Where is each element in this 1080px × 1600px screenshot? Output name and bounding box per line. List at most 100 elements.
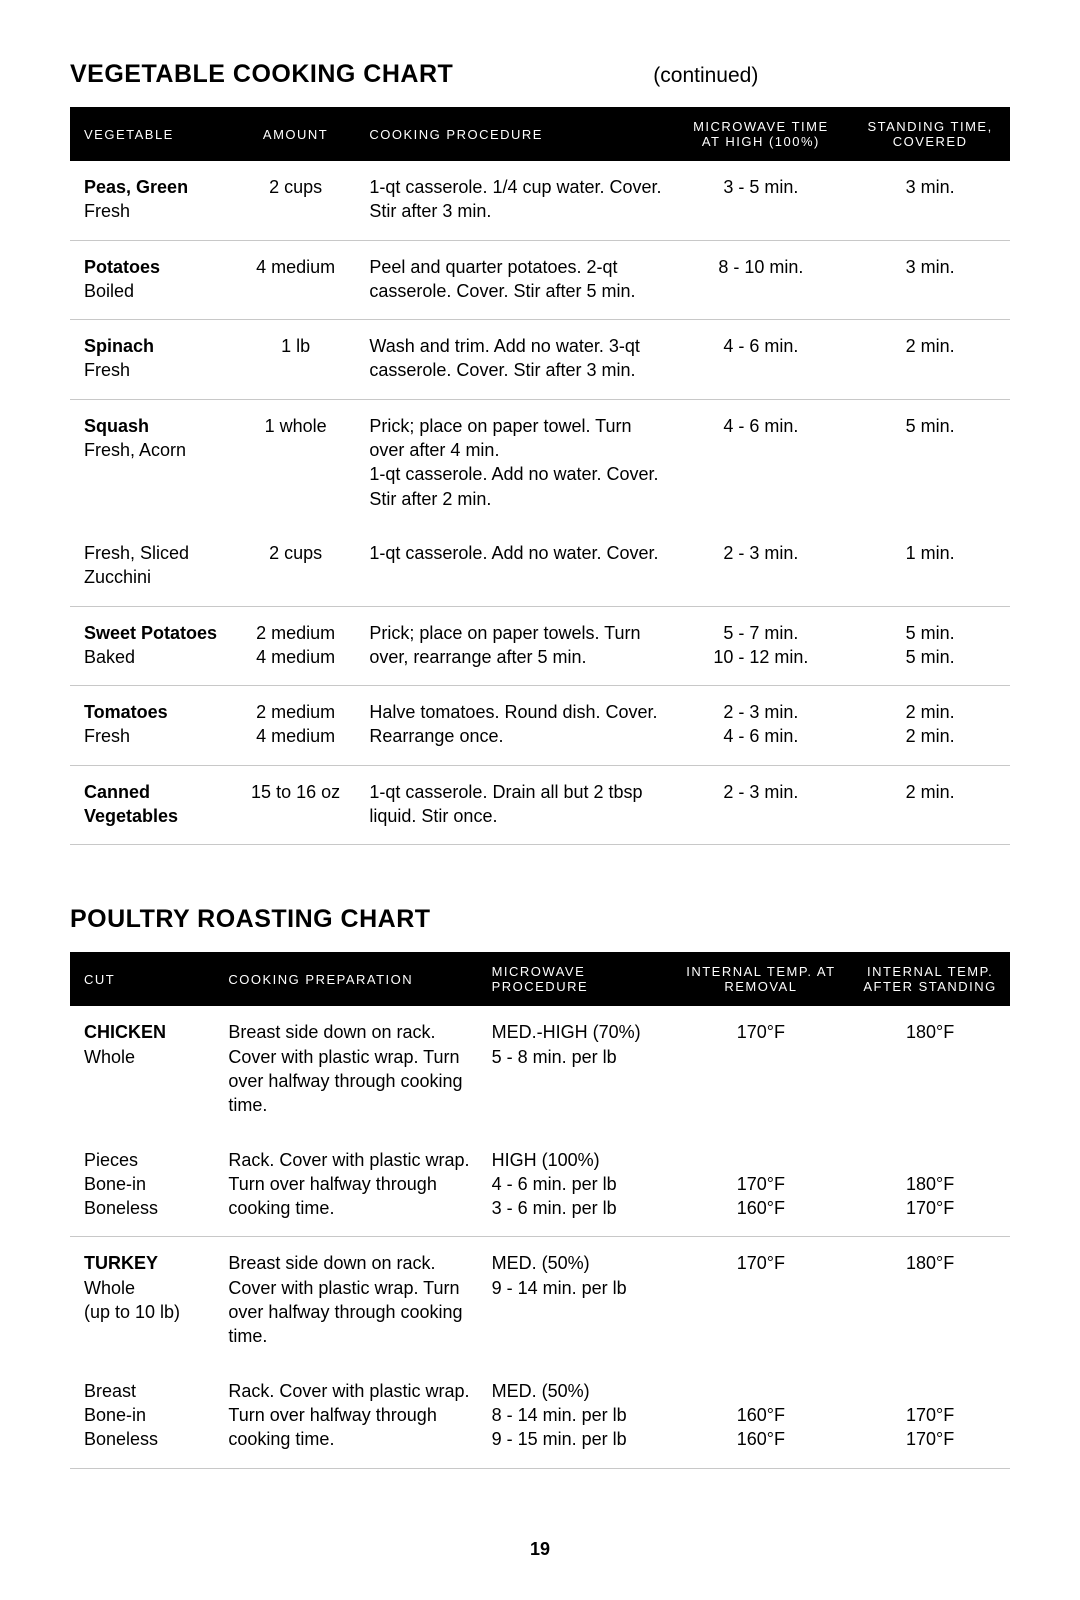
veg-cell-vegetable: Sweet PotatoesBaked	[70, 606, 230, 686]
poul-cell-cut: CHICKENWhole	[70, 1006, 220, 1133]
poul-row-sub: Whole(up to 10 lb)	[84, 1276, 212, 1325]
poul-cell-prep: Rack. Cover with plastic wrap. Turn over…	[220, 1134, 483, 1237]
poul-cell-prep: Rack. Cover with plastic wrap. Turn over…	[220, 1365, 483, 1468]
table-row: PiecesBone-inBonelessRack. Cover with pl…	[70, 1134, 1010, 1237]
veg-cell-amount: 1 whole	[230, 399, 362, 527]
veg-cell-time: 3 - 5 min.	[672, 161, 851, 240]
table-row: PotatoesBoiled4 mediumPeel and quarter p…	[70, 240, 1010, 320]
veg-row-sub: Fresh, Sliced Zucchini	[84, 541, 222, 590]
veg-cell-procedure: Prick; place on paper towels. Turn over,…	[361, 606, 671, 686]
table-row: CHICKENWholeBreast side down on rack. Co…	[70, 1006, 1010, 1133]
veg-col-procedure: COOKING PROCEDURE	[361, 107, 671, 161]
veg-cell-amount: 4 medium	[230, 240, 362, 320]
veg-cell-vegetable: Fresh, Sliced Zucchini	[70, 527, 230, 606]
veg-row-header: Peas, Green	[84, 175, 222, 199]
veg-cell-procedure: 1-qt casserole. Add no water. Cover.	[361, 527, 671, 606]
table-row: Sweet PotatoesBaked2 medium4 mediumPrick…	[70, 606, 1010, 686]
poul-cell-proc: MED. (50%)9 - 14 min. per lb	[484, 1237, 672, 1365]
poul-cell-proc: MED.-HIGH (70%)5 - 8 min. per lb	[484, 1006, 672, 1133]
veg-col-time: MICROWAVE TIMEAT HIGH (100%)	[672, 107, 851, 161]
poultry-chart-body: CHICKENWholeBreast side down on rack. Co…	[70, 1006, 1010, 1468]
poul-cell-cut: TURKEYWhole(up to 10 lb)	[70, 1237, 220, 1365]
veg-row-header: Potatoes	[84, 255, 222, 279]
veg-cell-time: 2 - 3 min.	[672, 765, 851, 845]
table-row: SquashFresh, Acorn1 wholePrick; place on…	[70, 399, 1010, 527]
veg-cell-stand: 5 min.5 min.	[850, 606, 1010, 686]
poul-row-header: CHICKEN	[84, 1020, 212, 1044]
veg-header-row: VEGETABLE AMOUNT COOKING PROCEDURE MICRO…	[70, 107, 1010, 161]
veg-cell-vegetable: PotatoesBoiled	[70, 240, 230, 320]
poul-cell-proc: MED. (50%)8 - 14 min. per lb9 - 15 min. …	[484, 1365, 672, 1468]
veg-cell-time: 4 - 6 min.	[672, 399, 851, 527]
poul-cell-after: 170°F170°F	[850, 1365, 1010, 1468]
poul-cell-after: 180°F170°F	[850, 1134, 1010, 1237]
poul-cell-remove: 170°F	[672, 1006, 851, 1133]
veg-row-header: Squash	[84, 414, 222, 438]
veg-chart-continued: (continued)	[653, 64, 758, 88]
veg-cell-vegetable: Peas, GreenFresh	[70, 161, 230, 240]
veg-row-sub: Baked	[84, 645, 222, 669]
veg-row-sub: Fresh	[84, 358, 222, 382]
veg-cell-amount: 2 medium4 medium	[230, 686, 362, 766]
veg-cell-amount: 2 medium4 medium	[230, 606, 362, 686]
veg-cell-stand: 2 min.	[850, 765, 1010, 845]
poul-col-remove: INTERNAL TEMP. ATREMOVAL	[672, 952, 851, 1006]
poul-col-cut: CUT	[70, 952, 220, 1006]
veg-cell-amount: 2 cups	[230, 527, 362, 606]
veg-cell-time: 5 - 7 min.10 - 12 min.	[672, 606, 851, 686]
poul-col-after: INTERNAL TEMP.AFTER STANDING	[850, 952, 1010, 1006]
veg-cell-vegetable: Canned Vegetables	[70, 765, 230, 845]
veg-cell-procedure: 1-qt casserole. 1/4 cup water. Cover. St…	[361, 161, 671, 240]
veg-row-sub: Fresh, Acorn	[84, 438, 222, 462]
poul-col-proc: MICROWAVEPROCEDURE	[484, 952, 672, 1006]
veg-cell-procedure: 1-qt casserole. Drain all but 2 tbsp liq…	[361, 765, 671, 845]
table-row: TURKEYWhole(up to 10 lb)Breast side down…	[70, 1237, 1010, 1365]
veg-cell-vegetable: TomatoesFresh	[70, 686, 230, 766]
veg-row-sub: Fresh	[84, 724, 222, 748]
poul-row-header: TURKEY	[84, 1251, 212, 1275]
poul-col-prep: COOKING PREPARATION	[220, 952, 483, 1006]
poul-row-sub: PiecesBone-inBoneless	[84, 1148, 212, 1221]
veg-cell-time: 2 - 3 min.	[672, 527, 851, 606]
veg-cell-procedure: Prick; place on paper towel. Turn over a…	[361, 399, 671, 527]
veg-col-vegetable: VEGETABLE	[70, 107, 230, 161]
poul-cell-after: 180°F	[850, 1006, 1010, 1133]
veg-cell-amount: 15 to 16 oz	[230, 765, 362, 845]
poul-cell-after: 180°F	[850, 1237, 1010, 1365]
veg-cell-stand: 5 min.	[850, 399, 1010, 527]
poul-cell-remove: 170°F160°F	[672, 1134, 851, 1237]
poultry-chart-table: CUT COOKING PREPARATION MICROWAVEPROCEDU…	[70, 952, 1010, 1468]
poul-cell-proc: HIGH (100%)4 - 6 min. per lb3 - 6 min. p…	[484, 1134, 672, 1237]
poultry-header-row: CUT COOKING PREPARATION MICROWAVEPROCEDU…	[70, 952, 1010, 1006]
veg-cell-vegetable: SquashFresh, Acorn	[70, 399, 230, 527]
veg-cell-time: 4 - 6 min.	[672, 320, 851, 400]
veg-row-header: Sweet Potatoes	[84, 621, 222, 645]
poul-cell-cut: BreastBone-inBoneless	[70, 1365, 220, 1468]
veg-cell-time: 2 - 3 min.4 - 6 min.	[672, 686, 851, 766]
veg-row-sub: Fresh	[84, 199, 222, 223]
veg-cell-procedure: Wash and trim. Add no water. 3-qt casser…	[361, 320, 671, 400]
poul-cell-cut: PiecesBone-inBoneless	[70, 1134, 220, 1237]
veg-cell-time: 8 - 10 min.	[672, 240, 851, 320]
veg-row-header: Spinach	[84, 334, 222, 358]
poul-row-sub: Whole	[84, 1045, 212, 1069]
veg-cell-stand: 3 min.	[850, 240, 1010, 320]
poultry-chart-title: POULTRY ROASTING CHART	[70, 905, 1010, 934]
veg-cell-procedure: Halve tomatoes. Round dish. Cover. Rearr…	[361, 686, 671, 766]
veg-title-row: VEGETABLE COOKING CHART (continued)	[70, 60, 1010, 89]
poul-cell-remove: 160°F160°F	[672, 1365, 851, 1468]
page: VEGETABLE COOKING CHART (continued) VEGE…	[0, 0, 1080, 1600]
veg-cell-stand: 2 min.	[850, 320, 1010, 400]
veg-chart-body: Peas, GreenFresh2 cups1-qt casserole. 1/…	[70, 161, 1010, 845]
poul-cell-prep: Breast side down on rack. Cover with pla…	[220, 1006, 483, 1133]
table-row: Canned Vegetables15 to 16 oz1-qt cassero…	[70, 765, 1010, 845]
veg-chart-title: VEGETABLE COOKING CHART	[70, 60, 453, 89]
veg-col-amount: AMOUNT	[230, 107, 362, 161]
veg-cell-stand: 2 min.2 min.	[850, 686, 1010, 766]
page-number: 19	[70, 1539, 1010, 1560]
table-row: Peas, GreenFresh2 cups1-qt casserole. 1/…	[70, 161, 1010, 240]
veg-chart-table: VEGETABLE AMOUNT COOKING PROCEDURE MICRO…	[70, 107, 1010, 845]
veg-cell-vegetable: SpinachFresh	[70, 320, 230, 400]
poul-cell-remove: 170°F	[672, 1237, 851, 1365]
veg-row-header: Canned Vegetables	[84, 780, 222, 829]
